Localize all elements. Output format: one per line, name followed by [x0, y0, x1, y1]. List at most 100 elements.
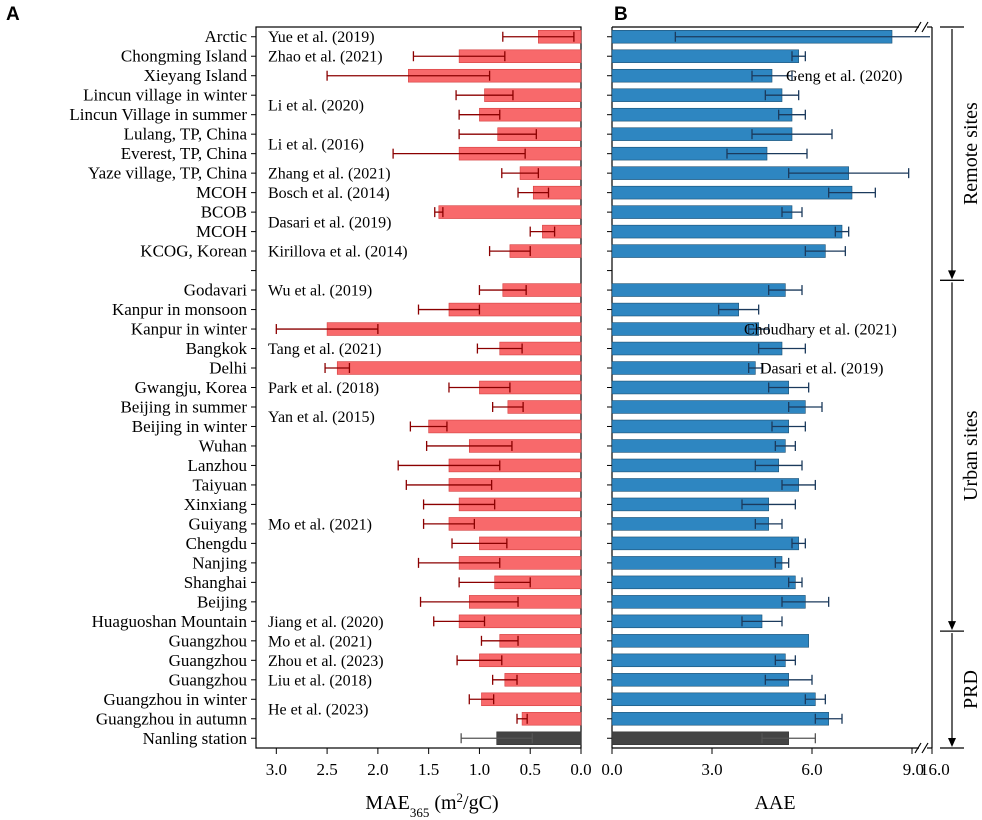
x-tick-label: 16.0	[920, 760, 950, 779]
x-tick-label: 1.5	[418, 760, 439, 779]
panel-a-x-axis-label: MAE365 (m2/gC)	[365, 790, 498, 820]
aae-bar	[611, 614, 763, 629]
reference-label: Liu et al. (2018)	[268, 672, 372, 689]
site-group-brackets: Remote sites Urban sites PRD	[940, 26, 982, 749]
aae-bar	[611, 575, 796, 590]
category-label: Beijing in summer	[120, 397, 247, 416]
axis-break-mark	[921, 21, 929, 33]
reference-label: Dasari et al. (2019)	[268, 214, 392, 231]
aae-bar	[611, 400, 806, 414]
x-tick-label: 0.0	[601, 760, 622, 779]
aae-bar	[611, 107, 793, 122]
reference-label: Jiang et al. (2020)	[268, 614, 384, 631]
aae-bar	[611, 185, 853, 200]
reference-label: Li et al. (2020)	[268, 97, 364, 114]
reference-label: Choudhary et al. (2021)	[744, 322, 897, 339]
aae-bar	[611, 439, 786, 453]
reference-label: Li et al. (2016)	[268, 136, 364, 153]
aae-bar	[611, 49, 799, 63]
reference-label: Kirillova et al. (2014)	[268, 244, 408, 261]
reference-label: Mo et al. (2021)	[268, 633, 372, 650]
category-label: MCOH	[196, 222, 247, 241]
group-bracket-arrow	[948, 270, 956, 280]
category-label: Xinxiang	[184, 495, 248, 514]
aae-bar	[611, 322, 759, 336]
mae-bar	[481, 692, 582, 707]
aae-bar	[611, 536, 799, 551]
x-tick-label: 1.0	[469, 760, 490, 779]
mae-bar	[521, 712, 582, 726]
aae-bar	[611, 458, 779, 473]
reference-label: Yan et al. (2015)	[268, 409, 375, 426]
category-label: Guiyang	[188, 514, 247, 533]
category-label: Beijing in winter	[132, 417, 248, 436]
mae-bar	[428, 419, 582, 434]
category-label: Lulang, TP, China	[124, 125, 248, 144]
category-label: Delhi	[209, 359, 247, 378]
category-label: Huaguoshan Mountain	[92, 612, 248, 631]
category-label: Gwangju, Korea	[135, 378, 248, 397]
aae-bar	[611, 341, 783, 356]
aae-bar	[611, 361, 756, 375]
x-tick-label: 9.0	[903, 760, 924, 779]
x-tick-label: 2.0	[367, 760, 388, 779]
reference-label: Zhou et al. (2023)	[268, 653, 384, 670]
aae-bar	[611, 380, 789, 395]
aae-bar	[611, 68, 773, 83]
group-label: Urban sites	[960, 410, 982, 501]
mae-bar	[438, 205, 582, 219]
category-label: Guangzhou	[169, 670, 248, 689]
reference-label: Wu et al. (2019)	[268, 283, 372, 300]
x-tick-label: 2.5	[316, 760, 337, 779]
aae-bar	[611, 595, 806, 609]
group-label: Remote sites	[960, 102, 982, 205]
reference-label: Zhao et al. (2021)	[268, 49, 383, 66]
category-label: Wuhan	[199, 436, 248, 455]
x-tick-label: 6.0	[801, 760, 822, 779]
category-label: Guangzhou	[169, 631, 248, 650]
category-label: Bangkok	[186, 339, 248, 358]
category-label: Nanling station	[143, 729, 248, 748]
axis-break-mark	[914, 742, 922, 754]
aae-bar	[611, 205, 793, 219]
category-label: BCOB	[201, 203, 247, 222]
reference-label: Bosch et al. (2014)	[268, 185, 390, 202]
reference-label: Zhang et al. (2021)	[268, 166, 391, 183]
category-label: Godavari	[184, 281, 248, 300]
group-bracket-arrow	[948, 621, 956, 631]
axis-break-mark	[914, 21, 922, 33]
aae-bar	[611, 653, 786, 668]
category-label: Lincun village in winter	[83, 86, 247, 105]
category-label: KCOG, Korean	[140, 242, 247, 261]
x-tick-label: 0.0	[570, 760, 591, 779]
x-tick-label: 3.0	[266, 760, 287, 779]
aae-bar	[611, 517, 769, 531]
aae-bar	[611, 673, 789, 687]
axis-break-mark	[921, 742, 929, 754]
reference-label: Geng et al. (2020)	[786, 68, 902, 85]
category-label: Beijing	[197, 592, 248, 611]
aae-bar	[611, 419, 789, 434]
aae-bar	[611, 244, 826, 258]
mae-bar	[336, 361, 582, 375]
category-label: Guangzhou	[169, 651, 248, 670]
aae-bar	[611, 478, 799, 492]
category-label: MCOH	[196, 183, 247, 202]
category-label: Guangzhou in autumn	[96, 709, 248, 728]
category-label: Guangzhou in winter	[103, 690, 247, 709]
category-label: Chongming Island	[121, 47, 248, 66]
category-label: Kanpur in monsoon	[112, 300, 248, 319]
category-label: Xieyang Island	[144, 66, 248, 85]
category-label: Arctic	[205, 27, 248, 46]
category-label: Nanjing	[192, 553, 247, 572]
category-label: Shanghai	[184, 573, 248, 592]
aae-bar	[611, 692, 816, 707]
aae-bar	[611, 283, 786, 297]
category-label: Kanpur in winter	[131, 320, 247, 339]
reference-label: Dasari et al. (2019)	[760, 361, 884, 378]
aae-bar	[611, 712, 829, 726]
category-label: Lincun Village in summer	[69, 105, 247, 124]
aae-bar	[611, 224, 843, 239]
category-label: Chengdu	[186, 534, 248, 553]
